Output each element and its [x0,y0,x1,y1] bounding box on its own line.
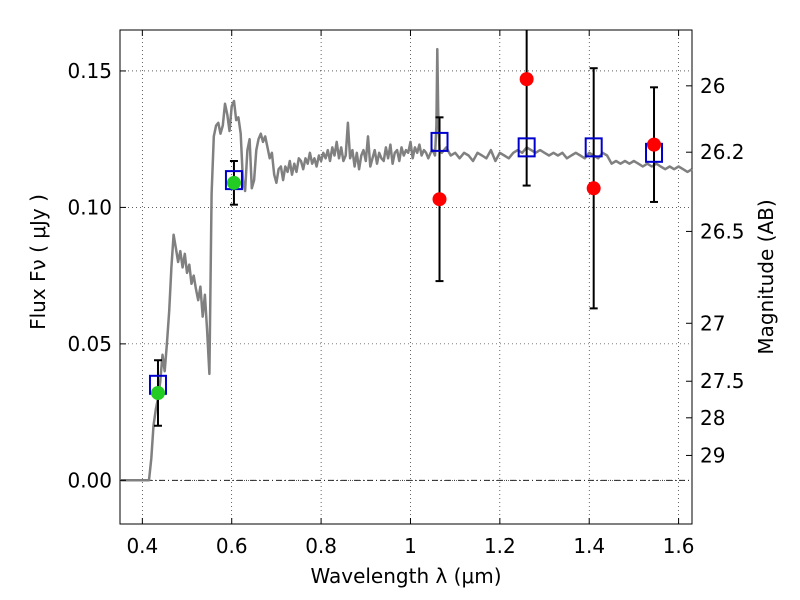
y-axis-title: Flux Fν ( μJy ) [26,194,50,330]
model-flux-square [517,137,536,158]
magnitude-tick-label: 26.2 [700,140,745,164]
x-tick-label: 1 [404,534,417,558]
model-spectrum [120,47,693,482]
magnitude-axis-ticks: 26 26.2 26.5 27 27.5 28 29 [686,74,745,467]
x-tick-label: 1.4 [573,534,605,558]
x-tick-label: 0.8 [305,534,337,558]
spectrum-line [120,47,693,482]
observed-flux-point [432,192,447,207]
x-tick-label: 0.6 [216,534,248,558]
model-flux-square [430,131,449,152]
observed-flux-point [647,137,662,152]
y-tick-label: 0.00 [67,468,112,492]
model-flux-square [584,137,603,158]
y-axis-ticks: 0.00 0.05 0.10 0.15 [67,59,126,492]
observed-flux-point [150,385,165,400]
magnitude-tick-label: 27 [700,311,725,335]
magnitude-tick-label: 27.5 [700,369,745,393]
x-tick-label: 1.6 [663,534,695,558]
x-axis-ticks: 0.4 0.6 0.8 1 1.2 1.4 1.6 [126,30,695,558]
grid-lines [120,30,692,524]
magnitude-tick-label: 26 [700,74,725,98]
observed-flux-point [226,175,241,190]
y-tick-label: 0.10 [67,195,112,219]
plot-area [119,29,693,525]
magnitude-tick-label: 28 [700,406,725,430]
x-axis-title: Wavelength λ (μm) [310,564,501,588]
plot-frame [119,29,693,525]
y-tick-label: 0.05 [67,332,112,356]
magnitude-axis-title: Magnitude (AB) [754,199,778,354]
magnitude-tick-label: 29 [700,443,725,467]
observed-flux-point [519,72,534,87]
magnitude-tick-label: 26.5 [700,219,745,243]
y-tick-label: 0.15 [67,59,112,83]
data-markers [148,72,664,400]
x-tick-label: 0.4 [126,534,158,558]
observed-flux-point [586,181,601,196]
x-tick-label: 1.2 [484,534,516,558]
